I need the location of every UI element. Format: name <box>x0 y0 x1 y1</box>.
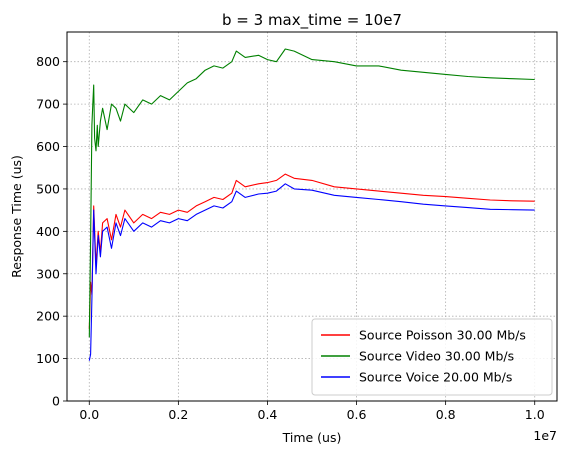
y-tick-label: 400 <box>36 224 60 239</box>
plot-frame <box>66 31 558 402</box>
series-line-0 <box>88 173 535 329</box>
legend-label: Source Poisson 30.00 Mb/s <box>359 328 526 343</box>
legend-box <box>311 318 553 396</box>
y-tick-label: 800 <box>36 54 60 69</box>
y-tick-label: 500 <box>36 181 60 196</box>
legend-label: Source Voice 20.00 Mb/s <box>359 370 512 385</box>
x-tick-label: 0.2 <box>168 407 188 422</box>
y-tick-label: 600 <box>36 139 60 154</box>
legend: Source Poisson 30.00 Mb/s Source Video 30… <box>311 318 553 396</box>
series-lines <box>88 48 535 361</box>
series-line-2 <box>88 183 535 361</box>
y-tick-label: 0 <box>52 394 60 409</box>
x-tick-label: 0.4 <box>258 407 278 422</box>
series-line-1 <box>88 48 535 338</box>
x-tick-label: 0.6 <box>347 407 367 422</box>
x-tick-label: 1.0 <box>525 407 545 422</box>
x-axis-offset-label: 1e7 <box>533 428 557 443</box>
chart-title: b = 3 max_time = 10e7 <box>222 11 402 30</box>
y-tick-label: 200 <box>36 309 60 324</box>
y-tick-label: 700 <box>36 97 60 112</box>
x-tick-label: 0.8 <box>436 407 456 422</box>
y-tick-label: 100 <box>36 351 60 366</box>
x-tick-label: 0.0 <box>79 407 99 422</box>
y-tick-label: 300 <box>36 266 60 281</box>
axis-ticks: 0.0 0.2 0.4 0.6 0.8 1.0 0 100 200 300 400 500 600 700… <box>36 54 545 422</box>
x-axis-label: Time (us) <box>282 430 342 445</box>
legend-label: Source Video 30.00 Mb/s <box>359 349 514 364</box>
y-axis-label: Response Time (us) <box>9 155 24 278</box>
